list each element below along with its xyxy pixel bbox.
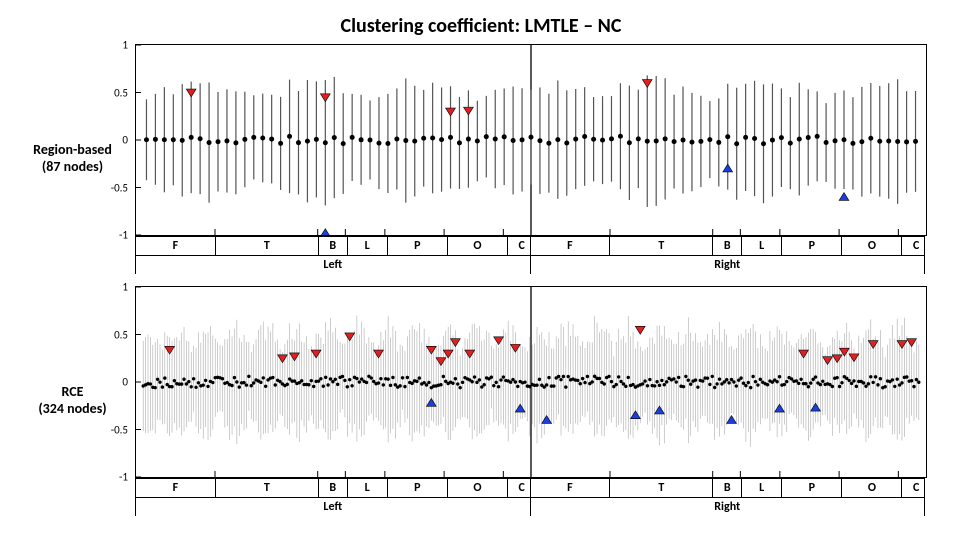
plot-column: -1-0.500.51FTBLPOCLeftFTBLPOCRight <box>135 286 927 516</box>
region-cell-F: F <box>531 479 611 497</box>
ytick-label: 1 <box>122 39 128 52</box>
region-cell-T: T <box>216 479 319 497</box>
region-cell-O: O <box>448 479 508 497</box>
panel-rce: RCE(324 nodes)-1-0.500.51FTBLPOCLeftFTBL… <box>10 286 952 516</box>
ytick-label: 0.5 <box>114 86 128 99</box>
ytick-label: 0 <box>122 376 128 389</box>
figure-page: Clustering coefficient: LMTLE – NC Regio… <box>0 0 972 553</box>
region-cell-P: P <box>782 237 842 255</box>
region-cell-L: L <box>742 237 782 255</box>
y-axis-ticks: -1-0.500.51 <box>96 287 132 477</box>
region-cell-F: F <box>136 479 216 497</box>
panels-container: Region-based(87 nodes)-1-0.500.51FTBLPOC… <box>10 44 952 516</box>
region-cell-B: B <box>713 237 742 255</box>
region-cell-O: O <box>842 479 902 497</box>
hemisphere-right: FTBLPOCRight <box>531 479 926 516</box>
ytick-label: -0.5 <box>111 423 128 436</box>
hemisphere-label: Left <box>136 498 530 516</box>
region-cell-P: P <box>782 479 842 497</box>
panel-region: Region-based(87 nodes)-1-0.500.51FTBLPOC… <box>10 44 952 274</box>
region-cell-O: O <box>842 237 902 255</box>
ytick-label: -0.5 <box>111 181 128 194</box>
figure-title: Clustering coefficient: LMTLE – NC <box>10 14 952 38</box>
hemisphere-left: FTBLPOCLeft <box>136 237 531 274</box>
region-cell-L: L <box>742 479 782 497</box>
region-cell-T: T <box>610 237 713 255</box>
hemisphere-label: Right <box>531 498 925 516</box>
hemisphere-right: FTBLPOCRight <box>531 237 926 274</box>
ytick-label: -1 <box>119 229 128 242</box>
region-cell-T: T <box>610 479 713 497</box>
region-code-row: FTBLPOC <box>531 479 925 498</box>
region-cell-P: P <box>388 237 448 255</box>
y-axis-ticks: -1-0.500.51 <box>96 45 132 235</box>
region-cell-T: T <box>216 237 319 255</box>
hemisphere-left: FTBLPOCLeft <box>136 479 531 516</box>
region-cell-P: P <box>388 479 448 497</box>
region-cell-B: B <box>319 479 348 497</box>
region-cell-B: B <box>319 237 348 255</box>
region-cell-F: F <box>531 237 611 255</box>
region-code-row: FTBLPOC <box>136 237 530 256</box>
hemisphere-label: Right <box>531 256 925 274</box>
hemisphere-label: Left <box>136 256 530 274</box>
series-svg <box>136 287 926 477</box>
ytick-label: 0 <box>122 134 128 147</box>
region-code-row: FTBLPOC <box>531 237 925 256</box>
region-cell-L: L <box>348 479 388 497</box>
ytick-label: 0.5 <box>114 328 128 341</box>
plot-area-rce: -1-0.500.51 <box>135 286 927 478</box>
plot-column: -1-0.500.51FTBLPOCLeftFTBLPOCRight <box>135 44 927 274</box>
ytick-label: -1 <box>119 471 128 484</box>
ytick-label: 1 <box>122 281 128 294</box>
region-cell-C: C <box>902 479 930 497</box>
region-cell-L: L <box>348 237 388 255</box>
series-svg <box>136 45 926 235</box>
region-cell-C: C <box>902 237 930 255</box>
region-cell-O: O <box>448 237 508 255</box>
region-cell-B: B <box>713 479 742 497</box>
x-axis-regions: FTBLPOCLeftFTBLPOCRight <box>135 478 925 516</box>
region-code-row: FTBLPOC <box>136 479 530 498</box>
x-axis-regions: FTBLPOCLeftFTBLPOCRight <box>135 236 925 274</box>
region-cell-F: F <box>136 237 216 255</box>
plot-area-region: -1-0.500.51 <box>135 44 927 236</box>
